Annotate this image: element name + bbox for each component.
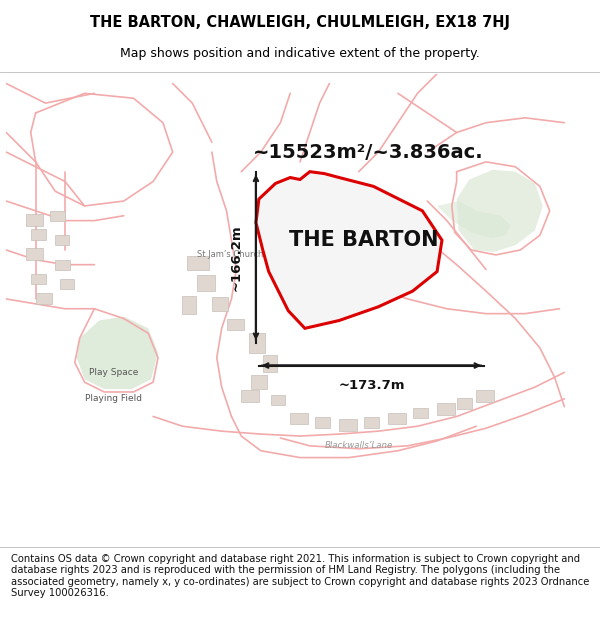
Bar xyxy=(251,376,267,389)
Text: Map shows position and indicative extent of the property.: Map shows position and indicative extent… xyxy=(120,47,480,59)
Text: Blackwalls’Lane: Blackwalls’Lane xyxy=(325,441,393,451)
Bar xyxy=(295,201,309,211)
Bar xyxy=(388,412,406,424)
Polygon shape xyxy=(457,170,543,252)
Text: ~173.7m: ~173.7m xyxy=(338,379,405,392)
Text: Play Space: Play Space xyxy=(89,368,139,377)
Text: Playing Field: Playing Field xyxy=(85,394,142,403)
Bar xyxy=(60,279,74,289)
Bar xyxy=(290,412,308,424)
Bar xyxy=(437,402,455,414)
Bar xyxy=(227,319,244,330)
Bar xyxy=(263,355,277,372)
Text: St Jam’s Church: St Jam’s Church xyxy=(197,251,263,259)
Bar xyxy=(271,395,286,405)
Bar xyxy=(212,297,227,311)
Bar xyxy=(182,296,196,314)
Bar xyxy=(339,419,357,431)
Text: ~166.2m: ~166.2m xyxy=(230,224,243,291)
Bar xyxy=(476,390,494,402)
Text: ~15523m²/~3.836ac.: ~15523m²/~3.836ac. xyxy=(253,142,484,162)
Bar xyxy=(26,214,43,226)
Bar xyxy=(197,276,215,291)
Bar xyxy=(26,248,43,260)
Bar xyxy=(31,274,46,284)
Bar xyxy=(241,390,259,402)
Polygon shape xyxy=(256,172,442,328)
Bar xyxy=(55,235,69,245)
Bar xyxy=(457,398,472,409)
Bar xyxy=(35,293,52,304)
Bar xyxy=(413,408,428,418)
Bar xyxy=(286,229,299,240)
Bar xyxy=(305,219,320,231)
Bar xyxy=(249,333,265,352)
Text: THE BARTON: THE BARTON xyxy=(289,230,439,250)
Bar xyxy=(364,418,379,428)
Polygon shape xyxy=(437,201,511,238)
Text: THE BARTON, CHAWLEIGH, CHULMLEIGH, EX18 7HJ: THE BARTON, CHAWLEIGH, CHULMLEIGH, EX18 … xyxy=(90,14,510,29)
Bar xyxy=(314,418,331,428)
Bar xyxy=(31,229,46,240)
Text: Contains OS data © Crown copyright and database right 2021. This information is : Contains OS data © Crown copyright and d… xyxy=(11,554,589,598)
Bar xyxy=(55,260,70,269)
Polygon shape xyxy=(77,317,158,389)
Bar xyxy=(187,256,209,269)
Bar xyxy=(50,211,65,221)
